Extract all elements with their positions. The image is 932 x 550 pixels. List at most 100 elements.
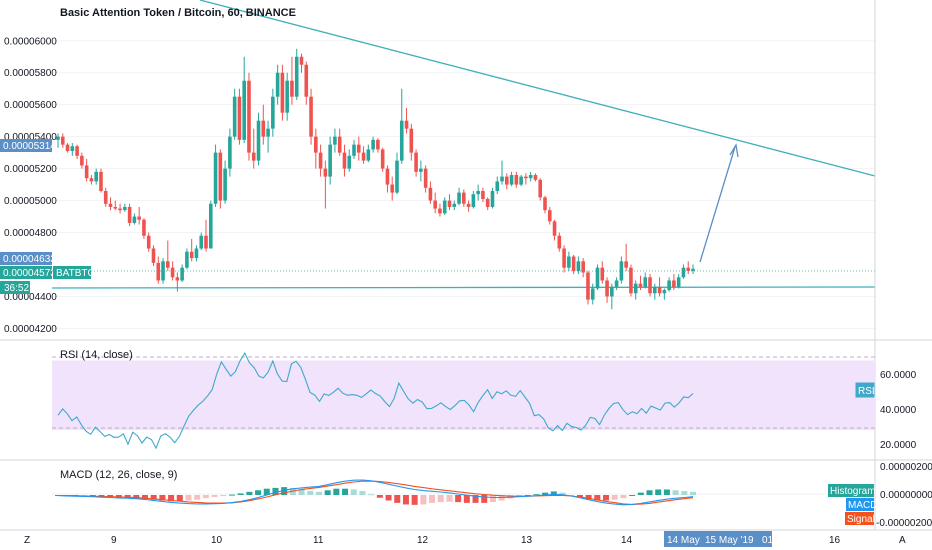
- candle: [323, 160, 328, 209]
- candle-body: [213, 152, 218, 204]
- candle: [356, 136, 361, 161]
- candle-body: [524, 176, 528, 179]
- candle: [60, 133, 65, 148]
- candle: [562, 245, 566, 273]
- candle: [232, 88, 237, 140]
- histogram-bar: [455, 495, 462, 503]
- macd-title: MACD (12, 26, close, 9): [60, 469, 177, 481]
- histogram-bar: [611, 495, 618, 500]
- candle: [256, 112, 261, 166]
- legend-signal-badge: [845, 512, 874, 525]
- macd-histogram: [55, 487, 696, 505]
- time-highlight-bg: [664, 531, 702, 547]
- candle: [605, 277, 609, 303]
- candle-body: [337, 136, 342, 153]
- histogram-bar: [185, 495, 192, 501]
- trend-line-descending[interactable]: [199, 0, 876, 177]
- macd-pane[interactable]: MACD (12, 26, close, 9) 0.00000200 0.000…: [52, 462, 932, 529]
- rsi-pane[interactable]: RSI (14, close) 60.0000 40.0000 20.0000 …: [52, 349, 917, 451]
- candle-body: [404, 120, 409, 129]
- candle-body: [638, 283, 643, 287]
- histogram-bar: [394, 495, 401, 503]
- candle-body: [228, 136, 232, 169]
- candle-body: [80, 155, 84, 166]
- histogram-bar: [603, 495, 610, 501]
- candle: [228, 128, 232, 177]
- tag-symbol-bg: [53, 266, 91, 279]
- candle: [614, 277, 619, 291]
- time-cursor: 15 May '19 01:00: [705, 535, 787, 546]
- auto-scale-button[interactable]: A: [899, 535, 906, 546]
- candle-body: [123, 206, 127, 211]
- candle-body: [576, 261, 581, 271]
- tag-upper: 0.00005314: [3, 141, 56, 152]
- histogram-bar: [359, 491, 366, 495]
- candle: [567, 251, 571, 271]
- support-line[interactable]: [51, 286, 876, 289]
- candle: [648, 274, 652, 297]
- chart-title: Basic Attention Token / Bitcoin, 60, BIN…: [60, 7, 296, 19]
- candle: [166, 240, 170, 271]
- candle: [600, 261, 605, 284]
- macd-axis[interactable]: 0.00000200 0.00000000 -0.00000200: [876, 462, 932, 529]
- candle-body: [242, 80, 247, 140]
- candle: [161, 258, 165, 284]
- candle: [399, 88, 404, 164]
- candle: [314, 128, 318, 169]
- candle-body: [151, 248, 156, 263]
- candle: [242, 56, 247, 144]
- projection-arrow[interactable]: [699, 143, 739, 263]
- time-axis[interactable]: 9 10 11 12 13 14 16 14 May '19 15 May '1…: [0, 529, 932, 550]
- histogram-bar: [533, 494, 540, 496]
- candle: [629, 264, 633, 297]
- candle-body: [691, 268, 695, 271]
- candle-body: [137, 216, 141, 220]
- time-tick: 10: [211, 535, 223, 546]
- candle: [247, 72, 251, 161]
- price-tick: 0.00005800: [4, 68, 57, 79]
- candle-body: [662, 290, 667, 294]
- candle: [481, 187, 485, 203]
- histogram-bar: [629, 495, 636, 496]
- histogram-bar: [446, 495, 453, 502]
- zoom-corner-left[interactable]: Z: [24, 535, 30, 546]
- histogram-bar: [272, 487, 279, 495]
- candle: [75, 144, 79, 160]
- candle: [438, 203, 442, 217]
- candle-body: [629, 267, 633, 294]
- histogram-bar: [133, 495, 140, 499]
- legend-macd: MACD: [848, 500, 877, 511]
- candle-body: [366, 149, 371, 161]
- price-tick: 0.00004800: [4, 228, 57, 239]
- candle-body: [399, 120, 404, 161]
- candle: [380, 147, 385, 172]
- candle-body: [314, 136, 318, 153]
- time-tick: 12: [417, 535, 429, 546]
- candle: [657, 277, 662, 297]
- candle-body: [84, 165, 89, 179]
- candle-body: [194, 248, 199, 259]
- candle-body: [586, 272, 590, 300]
- histogram-bar: [211, 495, 218, 497]
- candle: [371, 136, 375, 153]
- candle: [524, 173, 528, 185]
- legend-histogram: Histogram: [830, 486, 876, 497]
- candle-body: [99, 171, 103, 191]
- candle: [123, 203, 127, 212]
- candle-body: [218, 152, 223, 201]
- candle: [447, 194, 452, 211]
- legend-histogram-badge: [828, 484, 874, 497]
- price-pane[interactable]: Basic Attention Token / Bitcoin, 60, BIN…: [51, 0, 876, 340]
- candle-body: [232, 96, 237, 137]
- candle-body: [333, 136, 337, 145]
- candle: [266, 120, 270, 153]
- histogram-bar: [202, 495, 209, 499]
- candle: [500, 160, 504, 185]
- candle: [571, 254, 576, 275]
- candle: [185, 248, 189, 270]
- candle: [299, 53, 304, 73]
- candle: [533, 173, 538, 182]
- candle: [70, 143, 75, 156]
- rsi-axis[interactable]: 60.0000 40.0000 20.0000: [880, 370, 917, 451]
- candle: [633, 280, 638, 300]
